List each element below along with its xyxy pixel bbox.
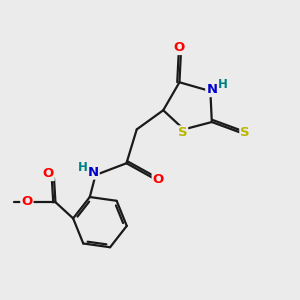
Text: O: O	[174, 41, 185, 54]
Text: H: H	[218, 78, 228, 91]
Text: O: O	[43, 167, 54, 180]
Text: O: O	[153, 173, 164, 186]
Text: N: N	[206, 83, 218, 96]
Text: N: N	[88, 166, 99, 178]
Text: S: S	[178, 126, 187, 140]
Text: O: O	[21, 195, 32, 208]
Text: H: H	[78, 160, 88, 174]
Text: S: S	[240, 126, 250, 139]
